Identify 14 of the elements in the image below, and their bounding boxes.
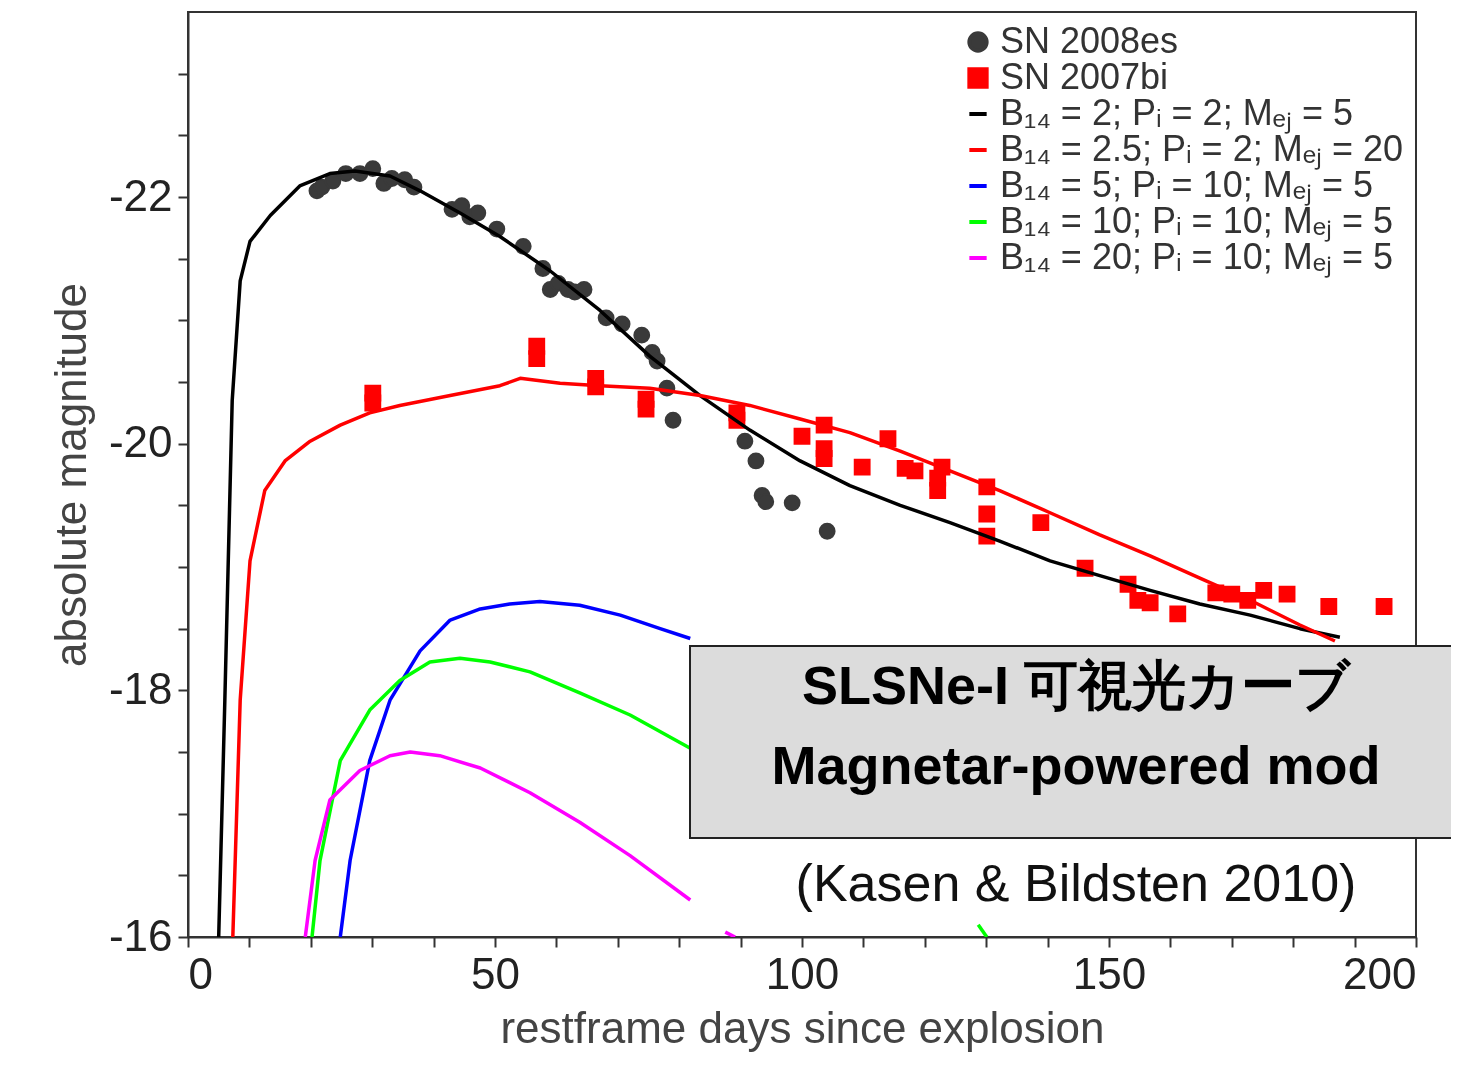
annotation: Magnetar-powered mod [771,735,1381,795]
y-tick-label: -22 [108,170,173,220]
annotation: (Kasen & Bildsten 2010) [795,854,1357,912]
y-tick-label: -20 [108,417,173,467]
x-axis-title: restframe days since explosion [500,1002,1105,1052]
x-tick-label: 100 [765,948,840,998]
annotation: SLSNe-I 可視光カーブ [801,655,1353,715]
y-axis-title: absolute magnitude [45,282,95,668]
x-tick-label: 50 [471,948,520,998]
y-tick-label: -18 [108,663,173,713]
x-tick-label: 0 [188,948,213,998]
y-tick-label: -16 [108,910,173,960]
x-tick-label: 150 [1072,948,1147,998]
x-tick-label: 200 [1343,948,1417,998]
